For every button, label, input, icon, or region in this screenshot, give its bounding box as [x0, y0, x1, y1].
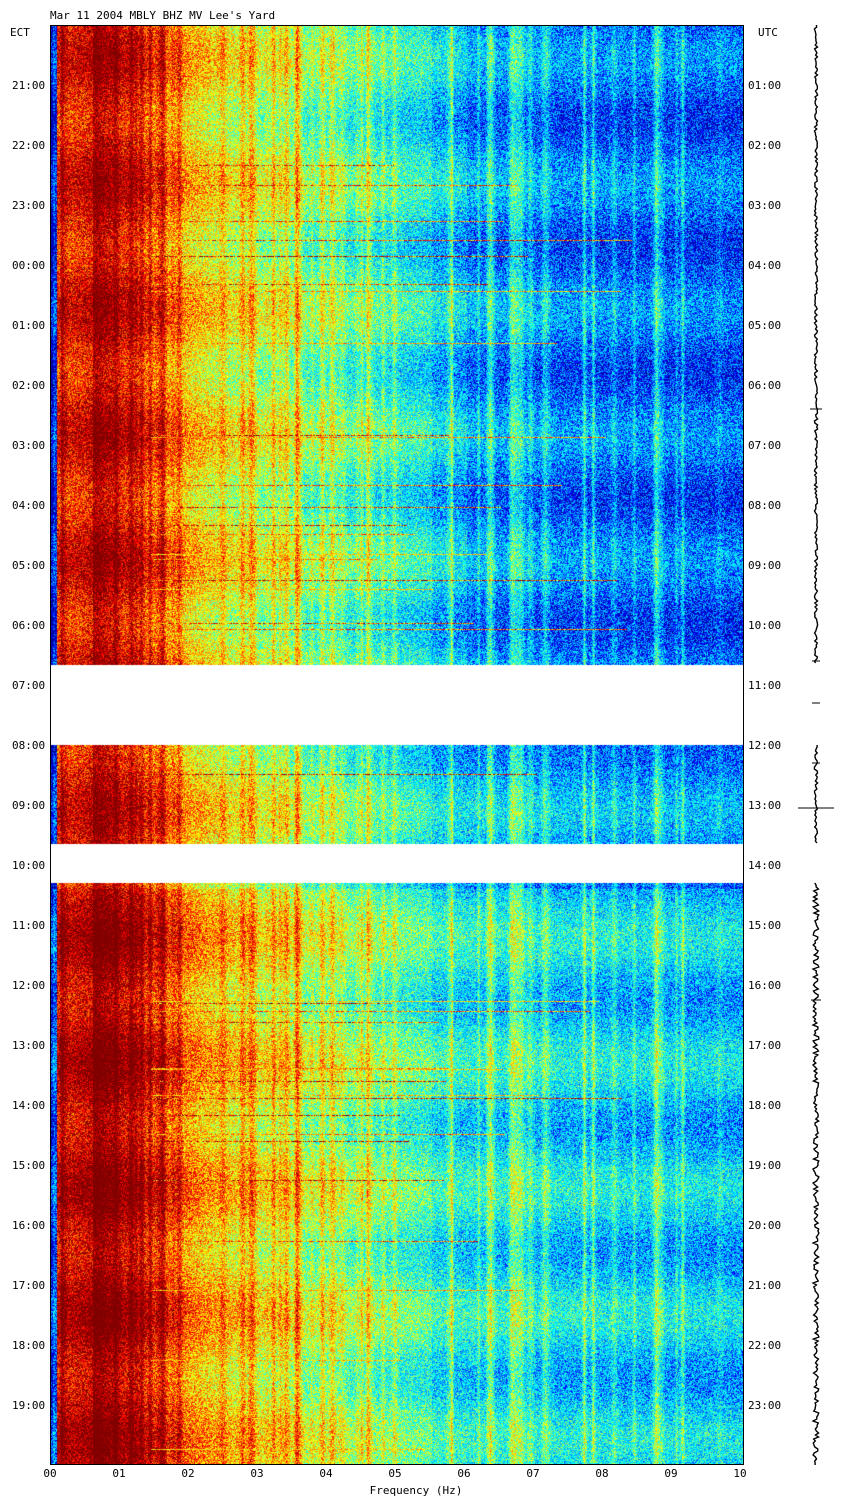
- spectrogram-canvas: [51, 26, 743, 1464]
- seismic-trace: [811, 25, 821, 1465]
- y-tick-left: 08:00: [12, 739, 46, 752]
- y-tick-right: 14:00: [748, 859, 782, 872]
- y-tick-left: 15:00: [12, 1159, 46, 1172]
- x-tick: 05: [388, 1467, 402, 1480]
- y-tick-left: 02:00: [12, 379, 46, 392]
- y-tick-right: 11:00: [748, 679, 782, 692]
- y-tick-right: 01:00: [748, 79, 782, 92]
- y-tick-right: 13:00: [748, 799, 782, 812]
- y-tick-right: 10:00: [748, 619, 782, 632]
- y-tick-right: 05:00: [748, 319, 782, 332]
- x-tick: 07: [526, 1467, 540, 1480]
- y-tick-left: 03:00: [12, 439, 46, 452]
- y-tick-left: 04:00: [12, 499, 46, 512]
- x-tick: 00: [43, 1467, 57, 1480]
- y-tick-left: 23:00: [12, 199, 46, 212]
- right-axis-label: UTC: [758, 26, 778, 39]
- y-tick-left: 14:00: [12, 1099, 46, 1112]
- y-tick-right: 15:00: [748, 919, 782, 932]
- seismic-trace-strip: [798, 25, 834, 1465]
- y-tick-right: 07:00: [748, 439, 782, 452]
- x-tick: 09: [664, 1467, 678, 1480]
- y-tick-left: 19:00: [12, 1399, 46, 1412]
- y-tick-right: 20:00: [748, 1219, 782, 1232]
- y-tick-right: 17:00: [748, 1039, 782, 1052]
- y-tick-right: 12:00: [748, 739, 782, 752]
- y-tick-left: 12:00: [12, 979, 46, 992]
- y-tick-left: 16:00: [12, 1219, 46, 1232]
- y-tick-left: 00:00: [12, 259, 46, 272]
- x-tick: 08: [595, 1467, 609, 1480]
- y-tick-left: 11:00: [12, 919, 46, 932]
- y-tick-left: 17:00: [12, 1279, 46, 1292]
- y-tick-right: 16:00: [748, 979, 782, 992]
- y-tick-right: 09:00: [748, 559, 782, 572]
- y-tick-left: 09:00: [12, 799, 46, 812]
- y-tick-left: 07:00: [12, 679, 46, 692]
- left-axis-label: ECT: [10, 26, 30, 39]
- x-tick: 10: [733, 1467, 747, 1480]
- x-axis-label-text: Frequency (Hz): [369, 1484, 463, 1497]
- y-tick-left: 05:00: [12, 559, 46, 572]
- y-tick-right: 06:00: [748, 379, 782, 392]
- y-tick-left: 21:00: [12, 79, 46, 92]
- y-tick-right: 08:00: [748, 499, 782, 512]
- chart-title: Mar 11 2004 MBLY BHZ MV Lee's Yard: [50, 9, 276, 22]
- y-tick-right: 18:00: [748, 1099, 782, 1112]
- y-tick-left: 22:00: [12, 139, 46, 152]
- y-tick-left: 10:00: [12, 859, 46, 872]
- y-tick-left: 06:00: [12, 619, 46, 632]
- x-tick: 06: [457, 1467, 471, 1480]
- y-tick-right: 23:00: [748, 1399, 782, 1412]
- y-tick-left: 01:00: [12, 319, 46, 332]
- y-tick-right: 03:00: [748, 199, 782, 212]
- y-tick-right: 22:00: [748, 1339, 782, 1352]
- y-tick-right: 19:00: [748, 1159, 782, 1172]
- x-tick: 04: [319, 1467, 333, 1480]
- y-tick-left: 18:00: [12, 1339, 46, 1352]
- x-tick: 03: [250, 1467, 264, 1480]
- x-tick: 01: [112, 1467, 126, 1480]
- y-tick-left: 13:00: [12, 1039, 46, 1052]
- y-tick-right: 04:00: [748, 259, 782, 272]
- x-axis-label: Frequency (Hz): [0, 1484, 852, 1497]
- y-tick-right: 02:00: [748, 139, 782, 152]
- y-tick-right: 21:00: [748, 1279, 782, 1292]
- x-tick: 02: [181, 1467, 195, 1480]
